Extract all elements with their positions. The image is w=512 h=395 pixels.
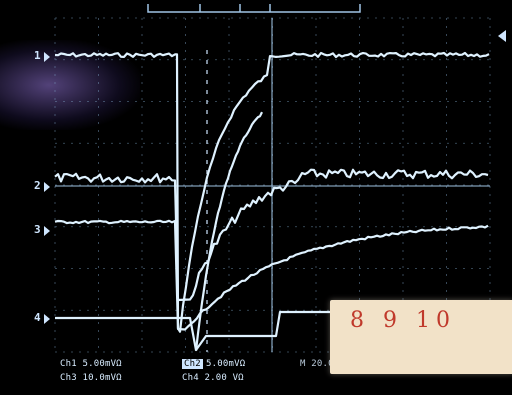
note-text: 8 9 10: [350, 308, 456, 333]
trace-ch1: [54, 51, 490, 333]
ch3-scale-readout: Ch3 10.0mVΩ: [60, 373, 122, 383]
top-bezel-marks: [147, 4, 361, 13]
ch2-scale-readout: 5.00mVΩ: [206, 359, 246, 369]
trace-ch2-fast-rise: [194, 111, 263, 351]
graticule-center-axes: [55, 18, 490, 352]
ch3-ground-arrow: [44, 226, 50, 236]
ch4-marker: 4: [34, 311, 41, 324]
ch1-scale-readout: Ch1 5.00mVΩ: [60, 359, 122, 369]
ch4-ground-arrow: [44, 314, 50, 324]
ch1-marker: 1: [34, 49, 41, 62]
ch3-marker: 3: [34, 223, 41, 236]
ch4-scale-readout: Ch4 2.00 VΩ: [182, 373, 244, 383]
trace-ch4: [55, 310, 490, 352]
trace-ch3: [54, 219, 489, 331]
ch2-ground-arrow: [44, 182, 50, 192]
ch2-marker: 2: [34, 179, 41, 192]
handwritten-note: 8 9 10: [330, 300, 512, 374]
ch1-ground-arrow: [44, 52, 50, 62]
trace-ch2: [54, 168, 489, 302]
trigger-arrow: [498, 30, 506, 42]
ch2-tag: Ch2: [182, 359, 203, 369]
